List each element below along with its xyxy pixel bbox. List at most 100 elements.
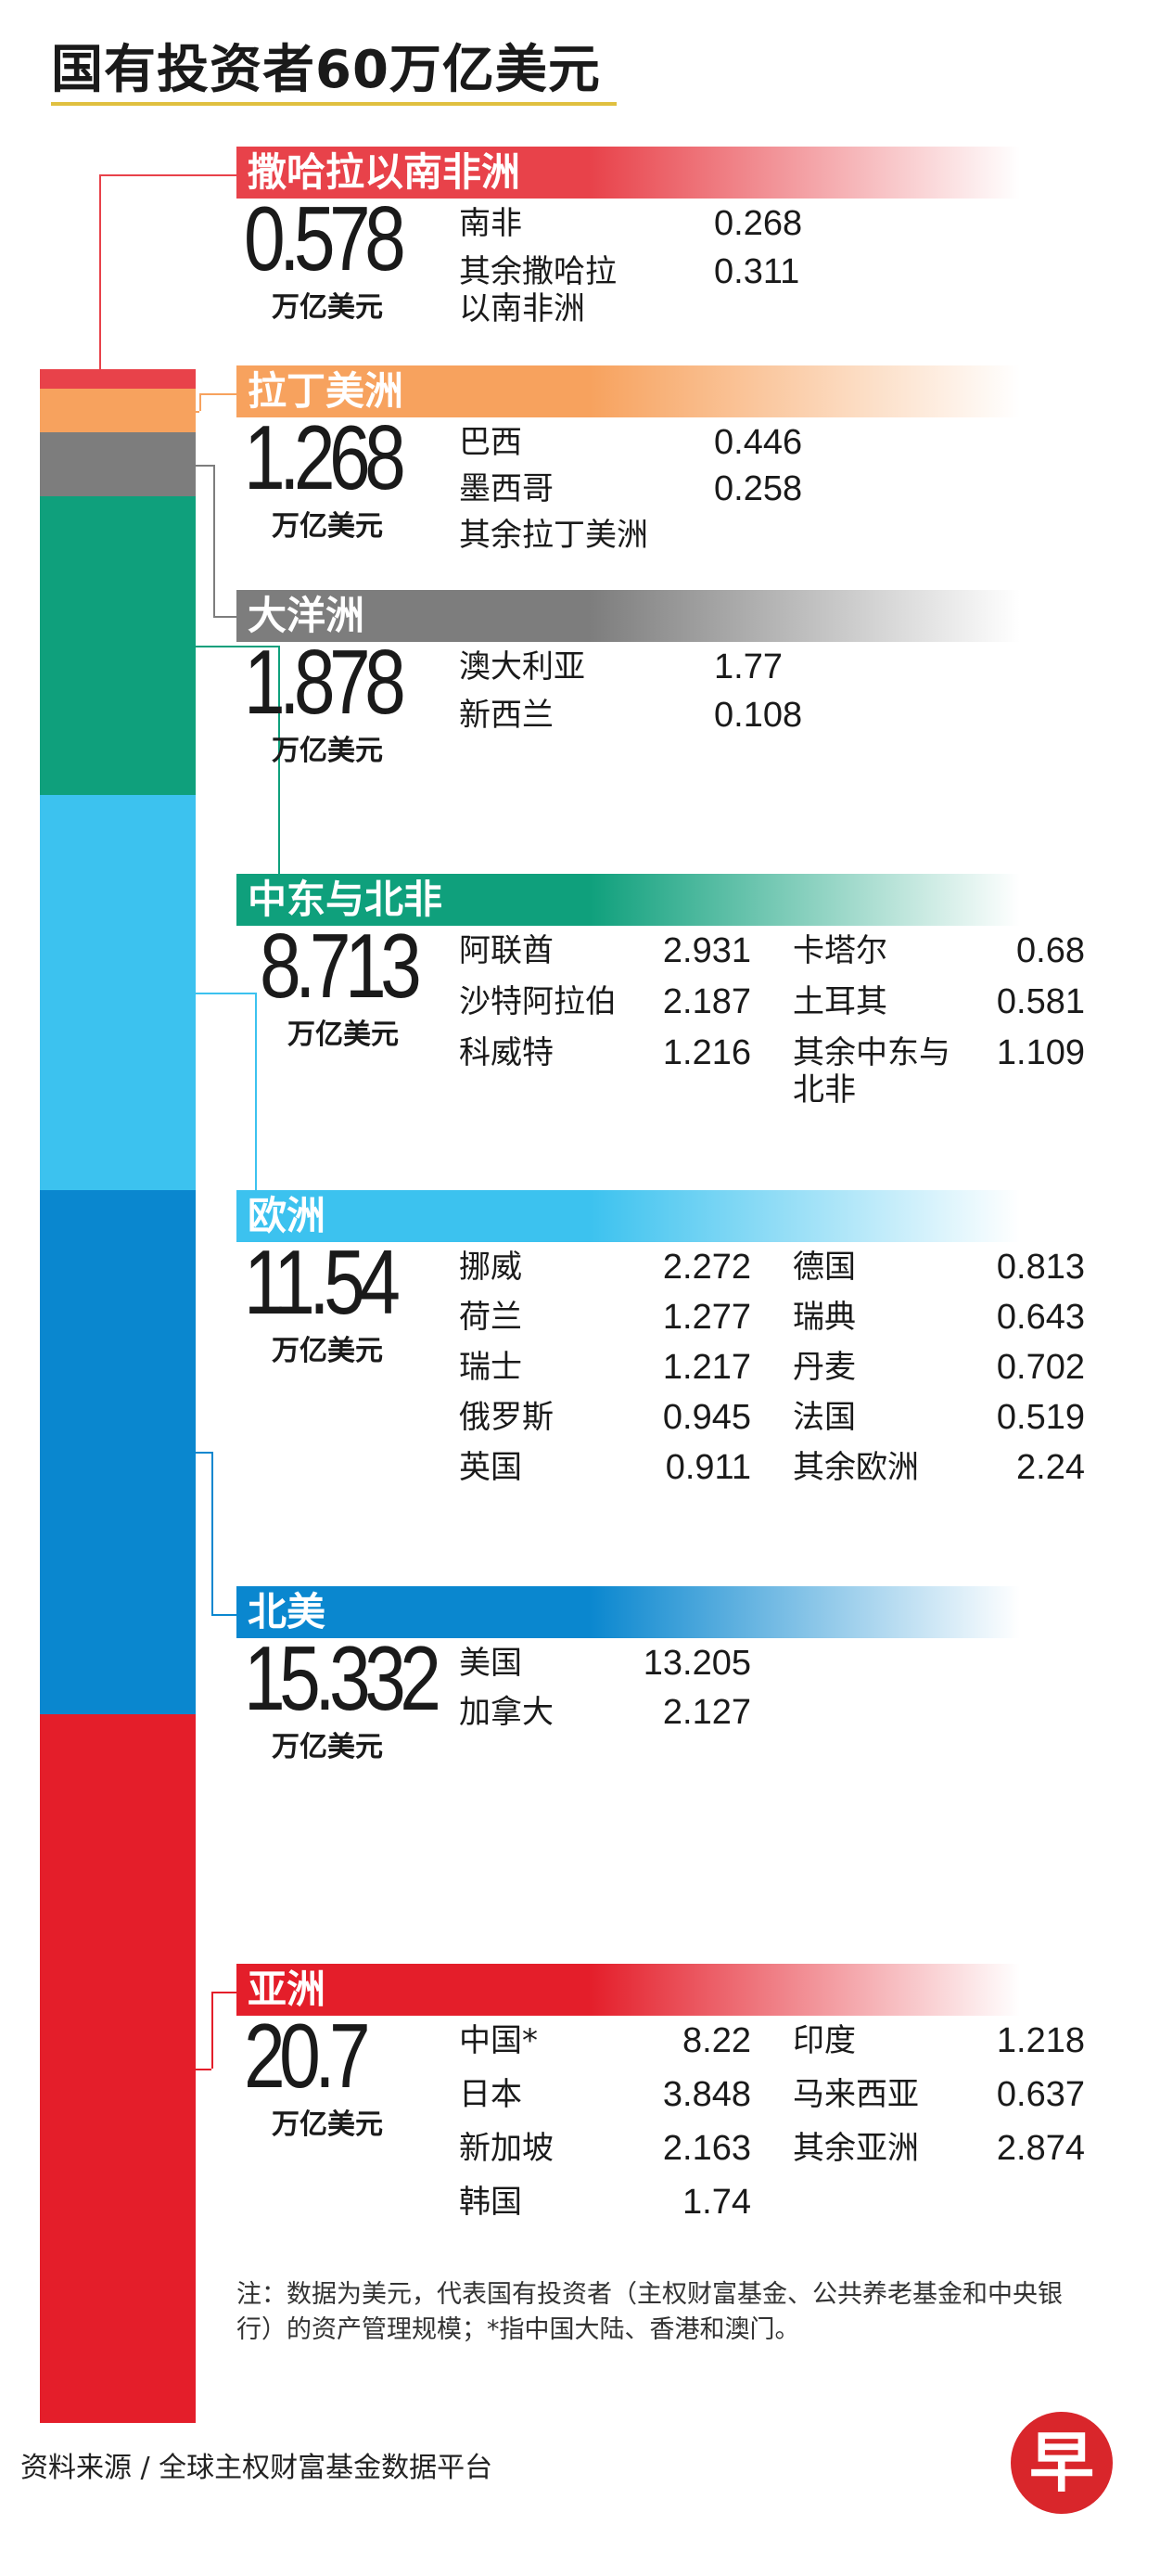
country-name: 土耳其 — [793, 983, 887, 1020]
country-name: 德国 — [793, 1249, 856, 1286]
region-total-unit: 万亿美元 — [272, 735, 383, 767]
connector-line — [211, 1992, 236, 1993]
connector-line — [196, 2069, 211, 2071]
country-value: 0.258 — [714, 469, 803, 508]
country-value: 2.24 — [1016, 1448, 1085, 1487]
bar-segment-oceania — [40, 432, 196, 497]
connector-line — [199, 393, 201, 411]
country-name: 其余欧洲 — [793, 1449, 919, 1486]
country-value: 1.277 — [662, 1298, 751, 1337]
country-name: 美国 — [459, 1645, 522, 1682]
bar-segment-asia — [40, 1714, 196, 2423]
country-name: 沙特阿拉伯 — [459, 983, 617, 1020]
country-value: 0.519 — [996, 1398, 1085, 1437]
country-name: 挪威 — [459, 1249, 522, 1286]
country-value: 0.446 — [714, 423, 803, 462]
region-header-north_america: 北美 — [236, 1586, 1020, 1638]
country-value: 0.268 — [714, 204, 803, 243]
country-value: 0.108 — [714, 696, 803, 735]
country-name: 墨西哥 — [459, 470, 554, 507]
country-name: 新加坡 — [459, 2130, 554, 2167]
country-value: 13.205 — [643, 1644, 751, 1683]
country-name: 科威特 — [459, 1034, 554, 1071]
country-name: 其余亚洲 — [793, 2130, 919, 2167]
country-name: 法国 — [793, 1399, 856, 1436]
country-value: 3.848 — [662, 2075, 751, 2114]
country-name: 阿联酋 — [459, 932, 554, 969]
bar-segment-sub_saharan_africa — [40, 369, 196, 390]
region-header-sub_saharan_africa: 撒哈拉以南非洲 — [236, 147, 1020, 199]
country-value: 0.311 — [714, 252, 800, 291]
region-header-mena: 中东与北非 — [236, 874, 1020, 926]
country-name: 丹麦 — [793, 1349, 856, 1386]
connector-line — [213, 616, 236, 618]
connector-line — [99, 174, 236, 176]
country-value: 1.74 — [682, 2183, 751, 2222]
country-value: 2.163 — [662, 2129, 751, 2168]
connector-line — [211, 1992, 213, 2070]
region-total-unit: 万亿美元 — [287, 1019, 399, 1051]
country-name: 其余中东与北非 — [793, 1034, 950, 1109]
country-name: 韩国 — [459, 2184, 522, 2221]
connector-line — [211, 1452, 213, 1614]
connector-line — [199, 393, 236, 395]
country-value: 2.187 — [662, 982, 751, 1021]
country-name: 澳大利亚 — [459, 648, 585, 686]
region-total: 8.713 — [260, 915, 422, 1017]
region-header-asia: 亚洲 — [236, 1964, 1020, 2016]
country-value: 0.702 — [996, 1348, 1085, 1387]
country-value: 0.68 — [1016, 931, 1085, 970]
region-total-unit: 万亿美元 — [272, 291, 383, 324]
country-value: 1.216 — [662, 1033, 751, 1072]
bar-segment-north_america — [40, 1189, 196, 1715]
country-value: 8.22 — [682, 2021, 751, 2060]
region-total-unit: 万亿美元 — [272, 2108, 383, 2141]
country-value: 0.813 — [996, 1248, 1085, 1287]
country-name: 英国 — [459, 1449, 522, 1486]
connector-line — [196, 1452, 211, 1455]
country-value: 1.77 — [714, 647, 783, 686]
country-value: 1.218 — [996, 2021, 1085, 2060]
region-header-latin_america: 拉丁美洲 — [236, 365, 1020, 417]
country-name: 日本 — [459, 2076, 522, 2113]
region-total: 1.268 — [244, 406, 406, 508]
country-name: 加拿大 — [459, 1694, 554, 1731]
region-total-unit: 万亿美元 — [272, 510, 383, 543]
region-total: 11.54 — [244, 1231, 401, 1333]
country-value: 0.911 — [665, 1448, 751, 1487]
region-total-unit: 万亿美元 — [272, 1335, 383, 1367]
region-total: 20.7 — [244, 2005, 371, 2107]
country-name: 马来西亚 — [793, 2076, 919, 2113]
country-name: 瑞典 — [793, 1299, 856, 1336]
connector-line — [213, 464, 215, 616]
country-value: 0.581 — [996, 982, 1085, 1021]
footnote: 注：数据为美元，代表国有投资者（主权财富基金、公共养老基金和中央银行）的资产管理… — [236, 2280, 1063, 2344]
country-name: 南非 — [459, 205, 522, 242]
region-total: 0.578 — [244, 187, 406, 289]
country-name: 新西兰 — [459, 697, 554, 734]
connector-line — [255, 992, 257, 1218]
country-name: 荷兰 — [459, 1299, 522, 1336]
country-name: 其余撒哈拉以南非洲 — [459, 253, 617, 327]
country-name: 瑞士 — [459, 1349, 522, 1386]
country-name: 中国* — [459, 2022, 538, 2059]
region-total-unit: 万亿美元 — [272, 1731, 383, 1763]
country-name: 巴西 — [459, 424, 522, 461]
source-text: 资料来源 / 全球主权财富基金数据平台 — [20, 2452, 493, 2484]
country-value: 2.874 — [996, 2129, 1085, 2168]
country-name: 卡塔尔 — [793, 932, 887, 969]
page-title: 国有投资者60万亿美元 — [51, 40, 601, 100]
bar-segment-latin_america — [40, 389, 196, 433]
country-value: 0.643 — [996, 1298, 1085, 1337]
connector-line — [196, 646, 278, 648]
bar-segment-mena — [40, 496, 196, 795]
country-name: 其余拉丁美洲 — [459, 517, 648, 554]
connector-line — [196, 992, 255, 994]
region-total: 15.332 — [244, 1627, 441, 1729]
country-name: 俄罗斯 — [459, 1399, 554, 1436]
title-underline — [51, 102, 617, 106]
region-total: 1.878 — [244, 631, 406, 733]
zaobao-logo: 早 — [1011, 2412, 1113, 2514]
country-value: 2.127 — [662, 1693, 751, 1732]
country-value: 2.272 — [662, 1248, 751, 1287]
